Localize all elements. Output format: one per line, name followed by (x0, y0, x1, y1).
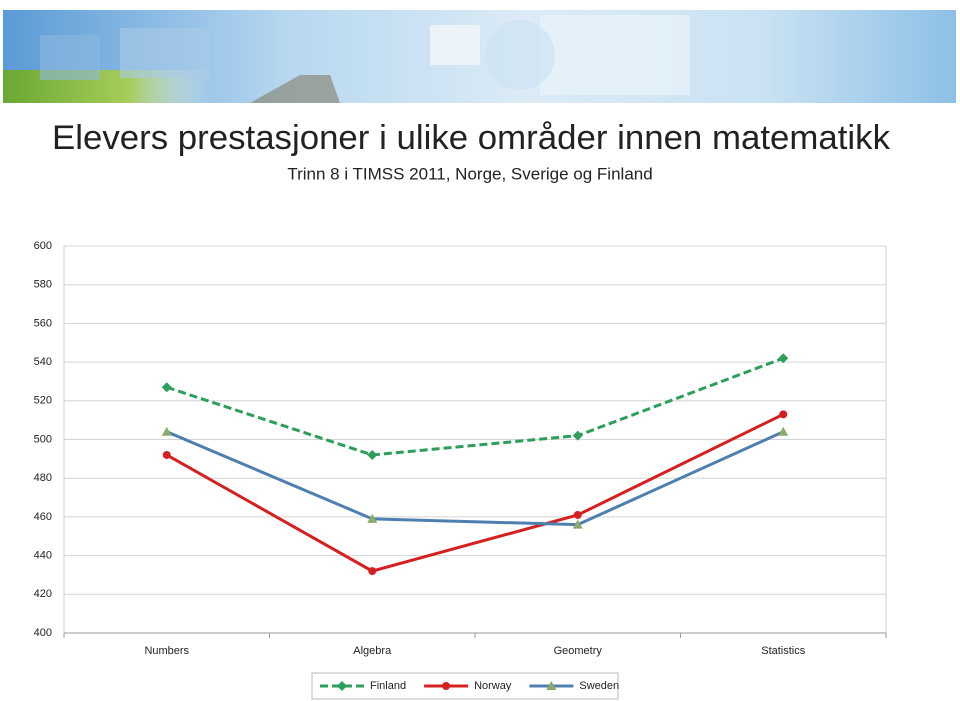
legend-box (311, 672, 619, 700)
data-point (367, 513, 378, 523)
data-point (162, 450, 171, 459)
y-tick-label: 520 (34, 395, 52, 407)
y-tick-label: 560 (34, 317, 52, 329)
legend-marker (442, 682, 451, 690)
data-point (572, 430, 583, 441)
data-point (778, 426, 789, 436)
x-tick-label: Statistics (761, 645, 806, 657)
x-tick-label: Numbers (144, 645, 189, 657)
data-point (368, 567, 377, 576)
data-point (779, 410, 788, 419)
chart-title: Elevers prestasjoner i ulike områder inn… (52, 119, 891, 157)
y-tick-label: 480 (34, 472, 52, 484)
data-point (573, 510, 582, 519)
legend-label: Norway (474, 680, 512, 692)
legend-marker (337, 681, 347, 691)
data-point (778, 353, 789, 364)
y-tick-label: 580 (34, 279, 52, 291)
legend-label: Sweden (579, 680, 619, 692)
chart-subtitle: Trinn 8 i TIMSS 2011, Norge, Sverige og … (287, 164, 652, 183)
y-tick-label: 500 (34, 433, 52, 445)
data-point (572, 519, 583, 529)
legend-label: Finland (370, 680, 406, 692)
y-tick-label: 460 (34, 511, 52, 523)
y-tick-label: 540 (34, 356, 52, 368)
data-point (367, 449, 378, 460)
y-tick-label: 400 (34, 627, 52, 639)
series-line (166, 412, 784, 573)
y-tick-label: 420 (34, 588, 52, 600)
y-tick-label: 600 (34, 240, 52, 252)
banner (3, 10, 956, 103)
x-tick-label: Algebra (353, 645, 392, 657)
x-tick-label: Geometry (554, 645, 603, 657)
y-tick-label: 440 (34, 550, 52, 562)
data-point (161, 426, 172, 436)
data-point (161, 382, 172, 393)
series-line (166, 430, 784, 527)
legend-marker (546, 681, 557, 690)
series-line (166, 356, 784, 457)
